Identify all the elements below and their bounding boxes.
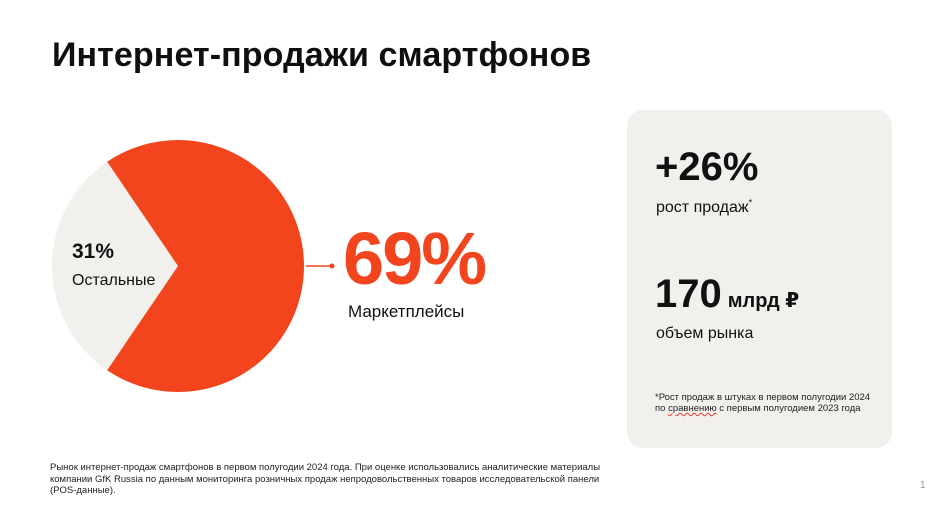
page-title: Интернет-продажи смартфонов — [52, 36, 592, 74]
growth-value: +26% — [655, 145, 759, 189]
slice-label-marketplaces-value: 69% — [343, 217, 487, 300]
stats-card — [627, 110, 892, 448]
pie-chart — [50, 138, 306, 394]
growth-label-text: рост продаж — [656, 199, 749, 216]
footnote-part-c: с первым полугодием 2023 года — [716, 403, 861, 414]
slice-label-others-value: 31% — [72, 240, 115, 263]
growth-footnote-mark: * — [748, 197, 753, 208]
market-label: объем рынка — [656, 325, 754, 342]
market-unit: млрд ₽ — [727, 290, 800, 312]
callout-dot — [329, 263, 335, 269]
growth-label: рост продаж* — [656, 198, 752, 218]
footnote-part-a: *Рост продаж в штуках в первом полугодии… — [655, 392, 871, 414]
callout-connector — [306, 263, 335, 269]
slice-label-others-name: Остальные — [72, 272, 156, 289]
market-value: 170 — [655, 272, 722, 316]
footnote-part-b: сравнению — [668, 403, 717, 414]
market-size: 170 млрд ₽ — [655, 272, 799, 323]
source-note: Рынок интернет-продаж смартфонов в перво… — [50, 462, 601, 496]
pie-chart-svg — [51, 140, 304, 392]
growth-footnote: *Рост продаж в штуках в первом полугодии… — [655, 392, 880, 414]
page-number: 1 — [920, 480, 926, 491]
pie-slice-marketplaces — [107, 140, 304, 392]
slice-label-marketplaces-name: Маркетплейсы — [348, 302, 465, 321]
pie-slice-others — [51, 161, 178, 371]
